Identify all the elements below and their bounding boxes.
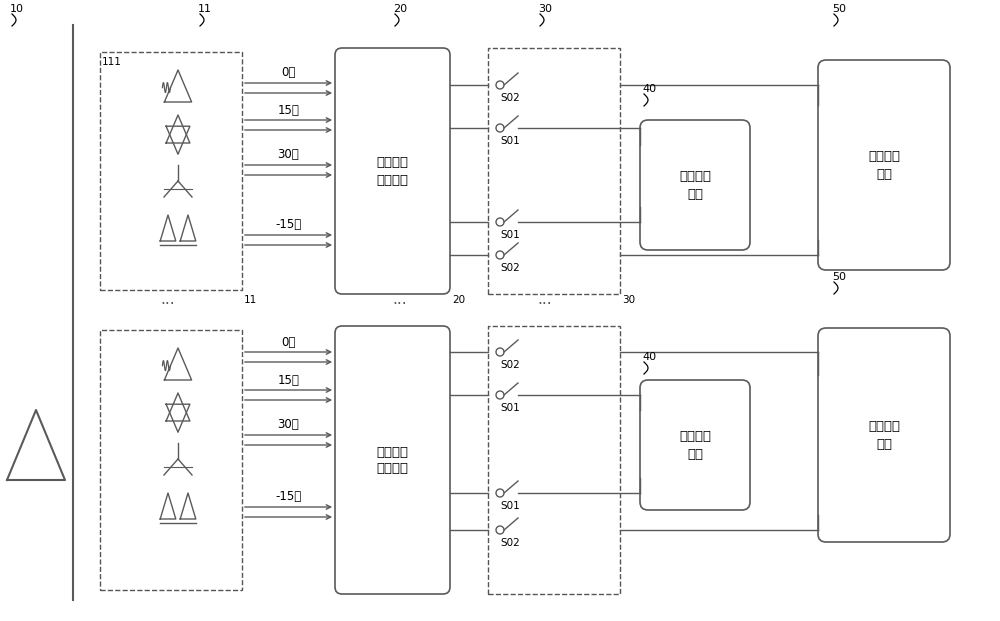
Text: S01: S01 <box>500 230 520 240</box>
Text: S02: S02 <box>500 360 520 370</box>
Text: 第二充电: 第二充电 <box>868 150 900 163</box>
Text: 交流直流: 交流直流 <box>376 445 409 458</box>
Text: 对象: 对象 <box>876 168 892 181</box>
Text: 第一充电: 第一充电 <box>679 170 711 183</box>
FancyBboxPatch shape <box>818 328 950 542</box>
Text: S01: S01 <box>500 403 520 413</box>
Text: ···: ··· <box>161 297 175 312</box>
Text: 15度: 15度 <box>278 373 299 386</box>
Text: 0度: 0度 <box>281 335 296 348</box>
Text: 15度: 15度 <box>278 104 299 117</box>
FancyBboxPatch shape <box>640 380 750 510</box>
Text: 30度: 30度 <box>278 419 299 432</box>
Text: -15度: -15度 <box>275 219 302 232</box>
Bar <box>100 52 242 290</box>
Text: 30: 30 <box>622 295 635 305</box>
Text: 对象: 对象 <box>687 188 703 201</box>
FancyBboxPatch shape <box>335 48 450 294</box>
Text: 30度: 30度 <box>278 148 299 161</box>
Text: 对象: 对象 <box>687 448 703 461</box>
Text: -15度: -15度 <box>275 491 302 504</box>
Text: 对象: 对象 <box>876 438 892 450</box>
Text: S01: S01 <box>500 136 520 146</box>
Text: S02: S02 <box>500 263 520 273</box>
Bar <box>100 330 242 590</box>
Text: 11: 11 <box>198 4 212 14</box>
Text: 第二充电: 第二充电 <box>868 420 900 432</box>
Text: 11: 11 <box>244 295 257 305</box>
Text: 0度: 0度 <box>281 66 296 79</box>
Text: 第一充电: 第一充电 <box>679 430 711 443</box>
FancyBboxPatch shape <box>640 120 750 250</box>
Text: S02: S02 <box>500 538 520 548</box>
Bar <box>488 326 620 594</box>
Text: ···: ··· <box>393 297 407 312</box>
Text: 111: 111 <box>102 57 122 67</box>
Text: 40: 40 <box>642 352 656 362</box>
FancyBboxPatch shape <box>818 60 950 270</box>
Text: 10: 10 <box>10 4 24 14</box>
Text: 50: 50 <box>832 4 846 14</box>
Text: S01: S01 <box>500 501 520 511</box>
Text: ···: ··· <box>538 297 552 312</box>
Text: 50: 50 <box>832 272 846 282</box>
Text: 20: 20 <box>452 295 465 305</box>
Text: 30: 30 <box>538 4 552 14</box>
Text: 交流直流: 交流直流 <box>376 156 409 170</box>
FancyBboxPatch shape <box>335 326 450 594</box>
Text: 转换电路: 转换电路 <box>376 173 409 186</box>
Text: 20: 20 <box>393 4 407 14</box>
Bar <box>488 48 620 294</box>
Text: 40: 40 <box>642 84 656 94</box>
Text: 转换电路: 转换电路 <box>376 463 409 476</box>
Text: S02: S02 <box>500 93 520 103</box>
